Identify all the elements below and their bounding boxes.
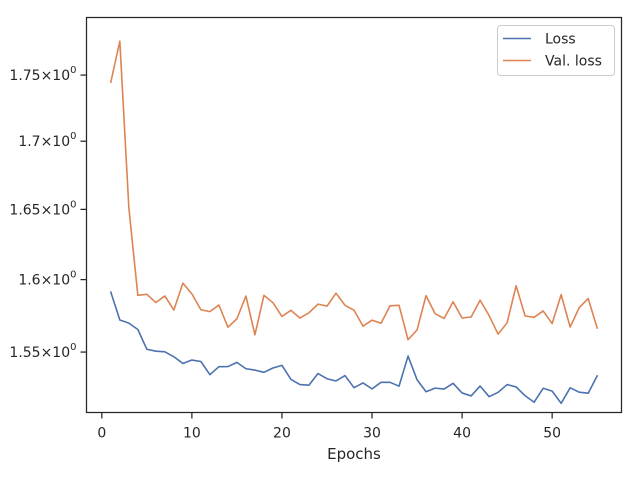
x-tick-label: 20	[273, 426, 291, 442]
x-axis: 0 10 20 30 40 50	[97, 412, 561, 442]
y-tick-label: 1.7×100	[18, 131, 76, 150]
x-tick-label: 10	[183, 426, 201, 442]
y-tick-label: 1.75×100	[9, 65, 76, 84]
y-tick-label: 1.55×100	[9, 342, 76, 361]
y-tick-label: 1.65×100	[9, 199, 76, 218]
legend: Loss Val. loss	[497, 25, 615, 76]
x-axis-title: Epochs	[327, 445, 381, 463]
series-layer	[109, 40, 599, 405]
plot-frame	[85, 16, 623, 414]
legend-label-loss: Loss	[545, 32, 576, 48]
x-tick-label: 30	[363, 426, 381, 442]
series-line-loss	[109, 291, 599, 405]
y-tick-label: 1.6×100	[18, 270, 76, 289]
x-tick-label: 0	[97, 426, 106, 442]
legend-label-val-loss: Val. loss	[545, 54, 602, 70]
y-axis: 1.55×100 1.6×100 1.65×100 1.7×100 1.75×100	[9, 65, 87, 361]
series-line-val-loss	[109, 40, 599, 341]
x-tick-label: 40	[453, 426, 471, 442]
x-tick-label: 50	[543, 426, 561, 442]
